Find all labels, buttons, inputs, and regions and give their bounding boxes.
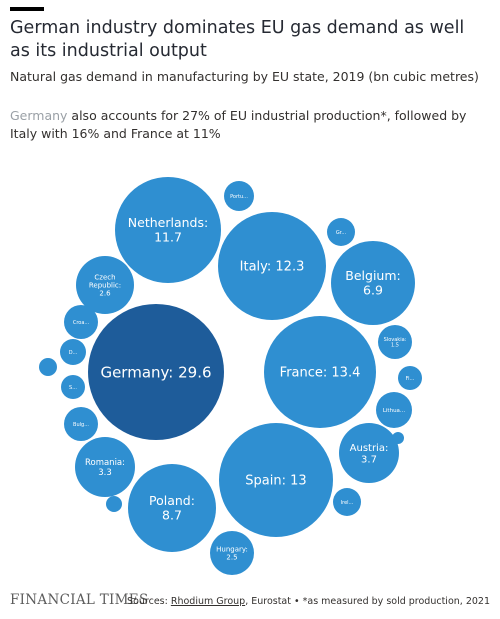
bubble-circle	[392, 432, 404, 444]
bubble-croa: Croa...	[64, 305, 98, 339]
bubble-circle	[264, 316, 376, 428]
bubble-label: Fi...	[406, 376, 415, 382]
bubble-circle	[333, 488, 361, 516]
bubble-bulg: Bulg...	[64, 407, 98, 441]
bubble-czech-republic: Czech Republic: 2.6	[76, 256, 134, 314]
bubble-circle	[378, 325, 412, 359]
chart-title: German industry dominates EU gas demand …	[10, 18, 465, 61]
bubble-label: S...	[69, 385, 77, 391]
bubble-label: Poland: 8.7	[149, 493, 195, 522]
bubble-circle	[376, 392, 412, 428]
bubble-unlabelled	[106, 496, 122, 512]
bubble-romania: Romania: 3.3	[75, 437, 135, 497]
bubble-d: D...	[60, 339, 86, 365]
bubble-label: Lithua...	[383, 408, 406, 414]
bubble-circle	[224, 181, 254, 211]
note-highlight: Germany	[10, 108, 68, 123]
bubble-label: Germany: 29.6	[100, 363, 211, 381]
bubble-unlabelled	[392, 432, 404, 444]
bubble-label: D...	[69, 350, 78, 356]
bubble-circle	[64, 305, 98, 339]
bubble-circle	[218, 212, 326, 320]
bubble-spain: Spain: 13	[219, 423, 333, 537]
bubble-belgium: Belgium: 6.9	[331, 241, 415, 325]
bubble-circle	[210, 531, 254, 575]
bubble-slovakia: Slovakia: 1.5	[378, 325, 412, 359]
bubble-circle	[398, 366, 422, 390]
bubble-label: Romania: 3.3	[85, 458, 125, 478]
bubble-circle	[331, 241, 415, 325]
bubble-netherlands: Netherlands: 11.7	[115, 177, 221, 283]
bubble-circle	[339, 423, 399, 483]
chart-note: Germany also accounts for 27% of EU indu…	[10, 107, 490, 143]
bubble-hungary: Hungary: 2.5	[210, 531, 254, 575]
bubble-label: Hungary: 2.5	[216, 545, 248, 561]
bubble-label: France: 13.4	[280, 366, 361, 381]
ft-logo: FINANCIAL TIMES	[10, 592, 149, 608]
bubble-germany: Germany: 29.6	[88, 304, 224, 440]
bubble-circle	[39, 358, 57, 376]
header-accent-bar	[10, 7, 44, 11]
bubble-poland: Poland: 8.7	[128, 464, 216, 552]
note-text: also accounts for 27% of EU industrial p…	[10, 108, 467, 141]
bubble-label: Irel...	[341, 500, 354, 506]
bubble-circle	[106, 496, 122, 512]
chart-subtitle: Natural gas demand in manufacturing by E…	[10, 69, 479, 84]
bubble-label: Slovakia: 1.5	[384, 337, 407, 349]
bubble-label: Spain: 13	[245, 474, 306, 489]
bubble-italy: Italy: 12.3	[218, 212, 326, 320]
footer-sources: Sources: Rhodium Group, Eurostat • *as m…	[127, 596, 490, 607]
bubble-label: Gr...	[336, 230, 347, 236]
bubble-circle	[60, 339, 86, 365]
bubble-circle	[75, 437, 135, 497]
bubble-s: S...	[61, 375, 85, 399]
bubble-label: Italy: 12.3	[240, 260, 305, 275]
bubble-lithua: Lithua...	[376, 392, 412, 428]
bubble-circle	[219, 423, 333, 537]
bubble-label: Belgium: 6.9	[345, 268, 400, 297]
bubble-fi: Fi...	[398, 366, 422, 390]
bubble-circle	[115, 177, 221, 283]
bubble-portu: Portu...	[224, 181, 254, 211]
bubble-circle	[88, 304, 224, 440]
bubble-circle	[128, 464, 216, 552]
bubble-label: Croa...	[73, 320, 90, 326]
bubble-unlabelled	[39, 358, 57, 376]
bubble-gr: Gr...	[327, 218, 355, 246]
bubble-france: France: 13.4	[264, 316, 376, 428]
sources-link-rhodium[interactable]: Rhodium Group	[170, 596, 246, 607]
sources-prefix: Sources:	[127, 596, 171, 607]
bubble-label: Czech Republic: 2.6	[89, 273, 121, 297]
bubble-label: Bulg...	[73, 422, 89, 428]
sources-rest: , Eurostat • *as measured by sold produc…	[245, 596, 490, 607]
bubble-label: Austria: 3.7	[350, 443, 389, 466]
bubble-circle	[327, 218, 355, 246]
bubble-label: Netherlands: 11.7	[128, 215, 208, 244]
bubble-circle	[76, 256, 134, 314]
bubble-irel: Irel...	[333, 488, 361, 516]
bubble-circle	[64, 407, 98, 441]
bubble-austria: Austria: 3.7	[339, 423, 399, 483]
bubble-label: Portu...	[230, 194, 248, 200]
bubble-circle	[61, 375, 85, 399]
